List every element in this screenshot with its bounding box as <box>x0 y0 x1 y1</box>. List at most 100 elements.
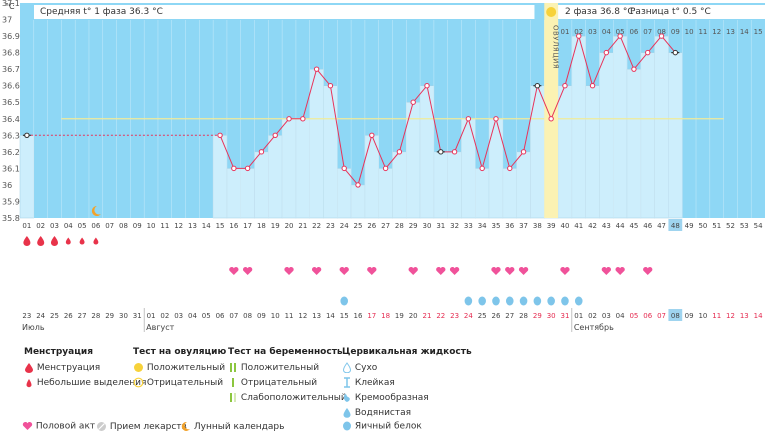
y-tick-label: 36.5 <box>2 98 20 107</box>
temperature-bar <box>323 85 338 219</box>
legend-sex: Половой акт <box>22 421 95 432</box>
phase2-day-label: 12 <box>712 28 721 36</box>
cycle-day-label: 48 <box>671 222 680 230</box>
y-tick-label: 36 <box>2 181 12 190</box>
temperature-point <box>562 82 568 89</box>
ovulation-label: ОВУЛЯЦИЯ <box>552 25 560 69</box>
date-label: 14 <box>326 312 335 320</box>
menstruation-drop-icon <box>79 237 85 245</box>
temperature-bar <box>254 151 269 219</box>
temperature-bar <box>502 168 517 219</box>
cycle-day-label: 17 <box>243 222 252 230</box>
date-label: 02 <box>588 312 597 320</box>
phase2-day-label: 01 <box>560 28 569 36</box>
temperature-point <box>396 149 403 155</box>
temperature-bar <box>309 68 324 219</box>
temperature-bar <box>378 168 393 219</box>
date-label: 25 <box>50 312 59 320</box>
date-label: 08 <box>671 312 680 320</box>
temperature-bar <box>488 118 504 219</box>
faint-line-icon <box>230 393 236 402</box>
egg-white-icon <box>574 296 583 306</box>
temperature-point <box>24 132 30 139</box>
cycle-day-label: 26 <box>367 222 376 230</box>
menstruation-drop-icon <box>65 237 71 245</box>
legend-text: Половой акт <box>35 421 96 432</box>
phase2-day-label: 11 <box>698 28 707 36</box>
temperature-point <box>493 116 499 122</box>
cycle-day-label: 37 <box>519 222 528 230</box>
temperature-bar <box>295 118 310 219</box>
y-unit-label: °C <box>5 2 15 11</box>
cycle-day-label: 18 <box>257 222 266 230</box>
cycle-day-label: 42 <box>588 222 597 230</box>
cycle-day-label: 52 <box>726 222 735 230</box>
cycle-day-label: 07 <box>105 222 114 230</box>
temperature-bar <box>268 135 283 219</box>
temperature-bar <box>668 52 683 219</box>
double-line-icon <box>230 363 236 372</box>
cycle-day-label: 27 <box>381 222 390 230</box>
cycle-day-label: 01 <box>22 222 31 230</box>
temperature-bar <box>612 35 628 219</box>
y-tick-label: 37 <box>2 16 12 25</box>
temperature-bar <box>461 118 476 219</box>
temperature-bar <box>281 118 297 219</box>
temperature-point <box>465 116 472 122</box>
date-label: 01 <box>147 312 156 320</box>
cycle-day-label: 43 <box>602 222 611 230</box>
date-label: 10 <box>271 312 280 320</box>
temperature-bar <box>571 35 586 219</box>
temperature-bar <box>419 85 435 219</box>
date-label: 04 <box>188 312 197 320</box>
date-label: 05 <box>629 312 638 320</box>
legend-cervical-dry: Сухо <box>342 362 378 374</box>
cycle-day-label: 22 <box>312 222 321 230</box>
legend-text: Сухо <box>354 363 378 373</box>
temperature-bar <box>530 85 545 219</box>
date-label: 11 <box>712 312 721 320</box>
cycle-day-label: 34 <box>478 222 487 230</box>
temperature-point <box>507 165 513 172</box>
legend-text: Небольшие выделения <box>36 378 147 388</box>
y-tick-label: 36.4 <box>2 115 20 124</box>
temperature-bar <box>599 52 614 219</box>
cycle-day-label: 09 <box>133 222 142 230</box>
date-label: 03 <box>602 312 611 320</box>
small-drop-icon <box>26 379 32 388</box>
temperature-bar <box>350 184 366 219</box>
heart-icon <box>436 266 446 275</box>
cycle-day-label: 30 <box>423 222 432 230</box>
temperature-point <box>548 116 554 122</box>
temperature-point <box>576 33 582 39</box>
legend-text: Водянистая <box>354 408 412 418</box>
cycle-day-label: 20 <box>285 222 294 230</box>
temperature-point <box>479 165 485 172</box>
cycle-day-label: 05 <box>78 222 87 230</box>
cycle-day-label: 24 <box>340 222 349 230</box>
legend-text: Слабоположительный <box>240 393 347 403</box>
temperature-point <box>300 116 306 122</box>
temperature-point <box>534 82 541 89</box>
temperature-point <box>258 149 265 155</box>
legend-ovulation-test-title: Тест на овуляцию <box>133 347 227 357</box>
temperature-point <box>645 49 651 56</box>
pill-icon <box>97 422 106 431</box>
cycle-day-label: 02 <box>36 222 45 230</box>
date-label: 17 <box>367 312 376 320</box>
heart-icon <box>284 266 294 275</box>
egg-white-icon <box>492 296 500 306</box>
phase2-day-label: 14 <box>740 28 749 36</box>
egg-white-icon <box>464 296 473 306</box>
legend-cervical-title: Цервикальная жидкость <box>342 347 472 357</box>
today-date-highlight <box>668 309 683 321</box>
cycle-day-label: 14 <box>202 222 211 230</box>
y-tick-label: 36.7 <box>2 65 20 74</box>
today-day-highlight <box>668 219 683 231</box>
temperature-point <box>286 116 292 122</box>
date-label: 18 <box>381 312 390 320</box>
temperature-bar <box>392 151 407 219</box>
date-label: 24 <box>464 312 473 320</box>
single-line-icon <box>232 378 234 387</box>
